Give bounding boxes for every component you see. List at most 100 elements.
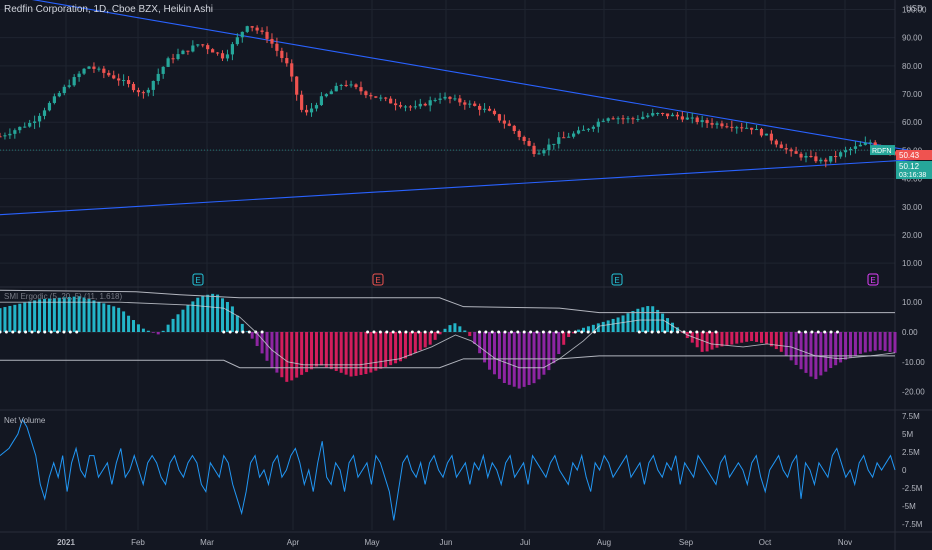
histogram-bar [512,332,516,387]
candle-body [161,66,165,74]
candle-body [275,43,279,51]
histogram-bar [418,332,422,351]
price-tick-label: 70.00 [902,90,923,99]
price-tick-label: 40.00 [902,175,923,184]
candle-body [191,45,195,52]
candle-body [621,118,625,120]
candle-body [334,85,338,92]
histogram-bar [764,332,768,344]
histogram-bar [38,299,42,332]
candle-body [487,108,492,111]
histogram-bar [537,332,541,380]
candle-body [176,54,180,60]
zero-dot [529,330,533,334]
candle-body [290,63,294,77]
histogram-bar [725,332,729,346]
zero-dot [477,330,481,334]
histogram-bar [324,332,328,368]
candle-body [364,91,368,96]
candle-body [863,142,867,145]
histogram-bar [720,332,724,347]
histogram-bar [715,332,719,348]
zero-dot [509,330,513,334]
candle-body [324,94,328,97]
candle-body [37,115,42,122]
time-tick-label: Feb [131,538,145,547]
candle-body [344,84,348,86]
candle-body [473,103,477,106]
candle-body [379,97,383,99]
zero-dot [580,330,584,334]
candle-body [408,106,413,108]
candle-body [720,123,724,127]
candle-body [656,113,660,115]
histogram-bar [478,332,482,354]
time-tick-label: Aug [597,538,611,547]
histogram-bar [863,332,867,353]
candle-body [532,145,536,155]
earnings-marker[interactable]: E [372,273,384,286]
earnings-marker[interactable]: E [611,273,623,286]
candle-body [606,118,610,121]
indicator-tick-label: 10.00 [902,298,923,307]
volume-tick-label: -7.5M [902,520,923,529]
histogram-bar [562,332,566,345]
zero-dot [637,330,641,334]
candle-body [660,113,665,115]
candle-body [107,72,111,76]
histogram-bar [695,332,699,348]
countdown-label: 03:16:38 [899,172,926,179]
histogram-bar [611,318,615,332]
zero-dot [228,330,232,334]
histogram-bar [868,332,872,352]
zero-dot [663,330,667,334]
candle-body [186,50,190,52]
zero-dot [804,330,807,334]
histogram-bar [705,332,709,352]
candle-body [858,144,862,147]
histogram-bar [670,322,674,332]
earnings-marker[interactable]: E [192,273,204,286]
histogram-bar [517,332,521,389]
histogram-bar [107,304,111,332]
volume-pane-label: Net Volume [4,416,46,425]
earnings-marker-box [372,273,384,286]
zero-dot [4,330,8,334]
histogram-bar [211,293,215,332]
histogram-bar [463,330,467,332]
price-tick-label: 90.00 [902,34,923,43]
zero-dot [391,330,395,334]
histogram-bar [191,301,195,332]
candle-body [522,136,526,141]
histogram-bar [848,332,852,358]
candle-body [636,118,640,120]
price-tick-label: 60.00 [902,118,923,127]
earnings-marker-label: E [870,276,875,285]
histogram-bar [675,327,679,332]
zero-dot [823,330,827,334]
price-tick-label: 80.00 [902,62,923,71]
histogram-bar [235,315,239,332]
candle-body [641,116,645,119]
zero-dot [24,330,28,334]
histogram-bar [33,300,37,332]
histogram-bar [423,332,427,348]
price-tag-green [896,161,932,179]
candle-body [87,66,91,69]
candle-body [586,128,591,130]
candle-body [868,142,872,144]
histogram-bar [72,296,76,332]
candle-body [52,96,56,103]
candle-body [418,103,422,107]
zero-dot [503,330,507,334]
earnings-marker[interactable]: E [867,273,879,286]
price-tick-label: 30.00 [902,203,923,212]
histogram-bar [290,332,294,381]
histogram-bar [829,332,833,369]
histogram-bar [572,332,576,334]
time-tick-label: May [364,538,379,547]
candle-body [631,118,635,120]
candle-body [468,103,472,105]
